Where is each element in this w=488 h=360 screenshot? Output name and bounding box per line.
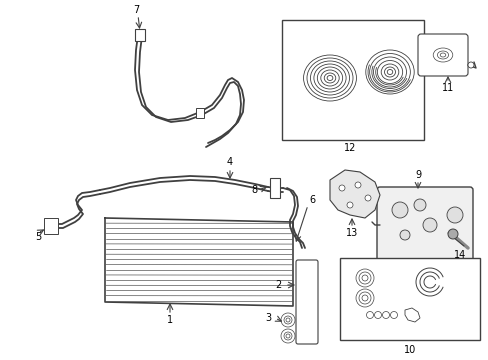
Circle shape [467,62,473,68]
Bar [44,218,58,234]
Text: 6: 6 [308,195,314,205]
Circle shape [346,202,352,208]
Text: 13: 13 [345,228,357,238]
Bar [339,258,479,340]
Text: 3: 3 [264,313,270,323]
Bar [196,108,203,118]
Text: 1: 1 [166,315,173,325]
Bar [135,29,145,41]
Polygon shape [329,170,379,218]
Circle shape [354,182,360,188]
Text: 11: 11 [441,83,453,93]
Text: 12: 12 [343,143,355,153]
Circle shape [447,229,457,239]
Text: 4: 4 [226,157,233,167]
Circle shape [391,202,407,218]
Circle shape [422,218,436,232]
Text: 5: 5 [35,232,41,242]
FancyBboxPatch shape [376,187,472,263]
Bar [269,178,280,198]
Circle shape [338,185,345,191]
Text: 8: 8 [250,185,257,195]
Circle shape [399,230,409,240]
Text: 7: 7 [133,5,139,15]
Text: 9: 9 [414,170,420,180]
Circle shape [364,195,370,201]
FancyBboxPatch shape [417,34,467,76]
Text: 2: 2 [274,280,281,290]
Text: 10: 10 [403,345,415,355]
Circle shape [413,199,425,211]
Text: 14: 14 [453,250,465,260]
Bar [282,20,423,140]
Circle shape [446,207,462,223]
FancyBboxPatch shape [295,260,317,344]
